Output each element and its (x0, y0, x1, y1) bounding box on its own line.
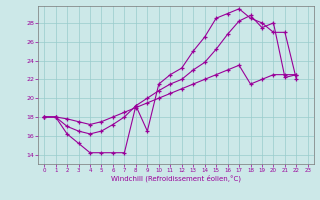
X-axis label: Windchill (Refroidissement éolien,°C): Windchill (Refroidissement éolien,°C) (111, 175, 241, 182)
